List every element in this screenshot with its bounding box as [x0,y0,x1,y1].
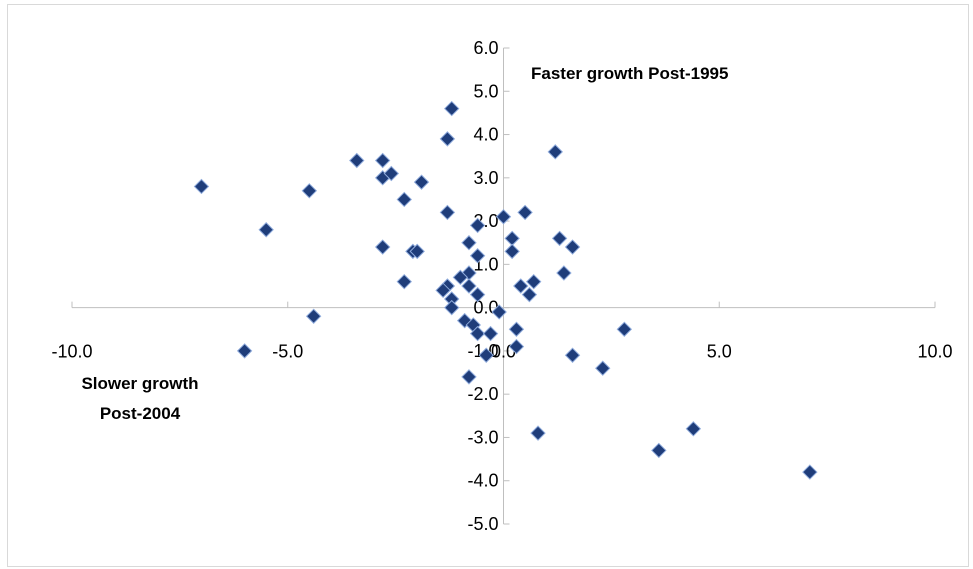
data-point [517,204,533,221]
data-point [461,235,477,251]
data-point [595,360,611,376]
x-tick-label: 5.0 [707,342,732,362]
data-point [469,248,486,264]
data-point [236,343,253,359]
data-point [301,183,318,199]
data-point [508,321,525,337]
data-point [530,425,546,441]
y-tick-label: -3.0 [467,427,498,447]
data-point [444,100,460,117]
data-point [504,230,520,247]
y-tick-label: -2.0 [467,384,498,404]
y-tick-label: 3.0 [473,168,498,188]
data-point [525,273,542,290]
data-point [513,278,529,294]
data-point [461,369,477,385]
data-point [495,209,512,225]
tick-labels: 6.05.04.03.02.01.00.0-1.0-2.0-3.0-4.0-5.… [51,38,952,534]
data-point [193,178,210,195]
data-point [396,273,412,290]
data-point [435,282,451,299]
y-tick-label: 6.0 [473,38,498,58]
data-point [374,239,391,255]
data-point [469,217,486,234]
data-point [439,131,456,147]
y-tick-label: 5.0 [473,81,498,101]
data-point [547,144,563,160]
data-point [469,286,486,303]
data-point [396,191,412,208]
data-point [349,152,365,169]
axes [71,47,936,525]
data-point [482,325,499,342]
data-point [491,304,507,320]
data-point [461,278,477,294]
annotation-bottom-left-line2: Post-2004 [100,404,181,423]
data-point [439,204,456,221]
data-point [802,464,818,480]
y-tick-label: 4.0 [473,125,498,145]
y-tick-label: -5.0 [467,514,498,534]
data-point [564,239,581,255]
data-point [551,230,568,247]
data-point [383,165,400,182]
x-tick-label: -5.0 [272,342,303,362]
data-point [651,442,667,459]
data-point [413,174,430,190]
data-point [444,299,460,316]
data-point [616,321,633,337]
data-points [193,100,818,480]
data-point [258,222,274,238]
data-point [452,269,469,286]
data-point [374,152,391,169]
data-point [478,347,494,363]
x-tick-label: 10.0 [917,342,952,362]
data-point [685,421,702,437]
data-point [564,347,581,363]
data-point [521,286,538,303]
data-point [556,265,572,281]
data-point [469,325,486,342]
data-point [409,243,425,260]
data-point [305,308,322,324]
annotation-bottom-left-line1: Slower growth [81,374,198,393]
annotation-top-right: Faster growth Post-1995 [531,64,728,83]
data-point [504,243,520,260]
x-tick-label: -10.0 [51,342,92,362]
data-point [508,338,525,355]
y-tick-label: -4.0 [467,471,498,491]
